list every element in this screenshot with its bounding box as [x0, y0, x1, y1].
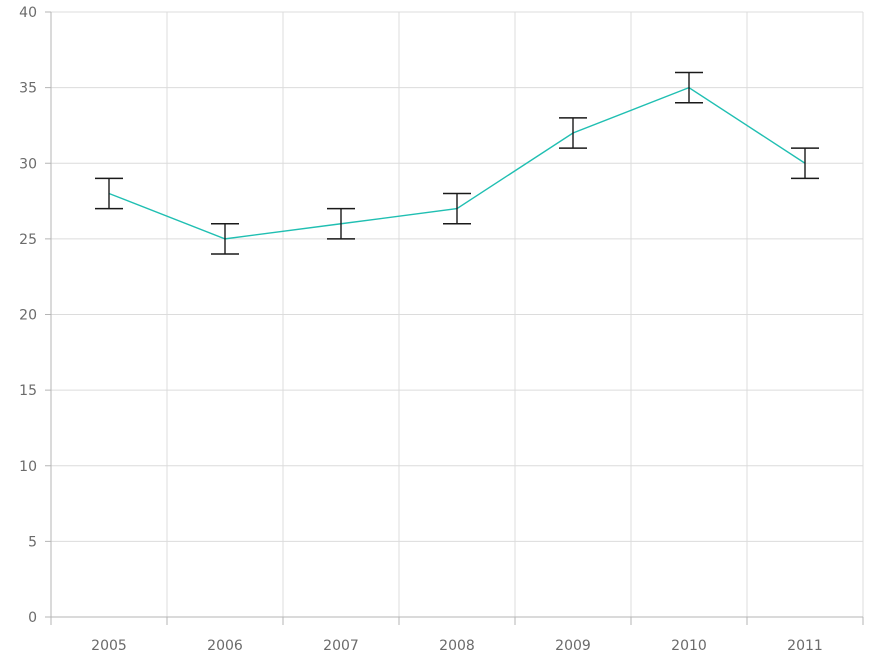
y-tick-label: 35 [19, 81, 37, 97]
x-tick-label: 2011 [787, 638, 823, 654]
grid [51, 11, 864, 617]
x-tick-label: 2007 [323, 638, 359, 654]
error-bar [791, 147, 819, 180]
x-tick-label: 2010 [671, 638, 707, 654]
y-tick-label: 40 [19, 5, 37, 21]
y-tick-label: 30 [19, 156, 37, 172]
y-tick-label: 0 [28, 610, 37, 626]
x-tick-label: 2006 [207, 638, 243, 654]
x-tick-label: 2008 [439, 638, 475, 654]
axes [45, 11, 864, 625]
y-tick-label: 5 [28, 534, 37, 550]
y-tick-label: 25 [19, 232, 37, 248]
error-bar [443, 192, 471, 225]
error-bar [559, 117, 587, 149]
y-tick-label: 20 [19, 308, 37, 324]
y-tick-label: 15 [19, 383, 37, 399]
x-tick-label: 2009 [555, 638, 591, 654]
x-tick-label: 2005 [91, 638, 127, 654]
error-bar [675, 71, 703, 104]
error-bar [327, 207, 355, 240]
y-tick-label: 10 [19, 459, 37, 475]
error-bar [211, 223, 239, 255]
error-bar [95, 177, 123, 210]
tick-labels: 0 5 10 15 20 25 30 35 40 2005 2006 2007 2008 2009 2010… [19, 5, 823, 654]
error-bars [95, 71, 819, 255]
